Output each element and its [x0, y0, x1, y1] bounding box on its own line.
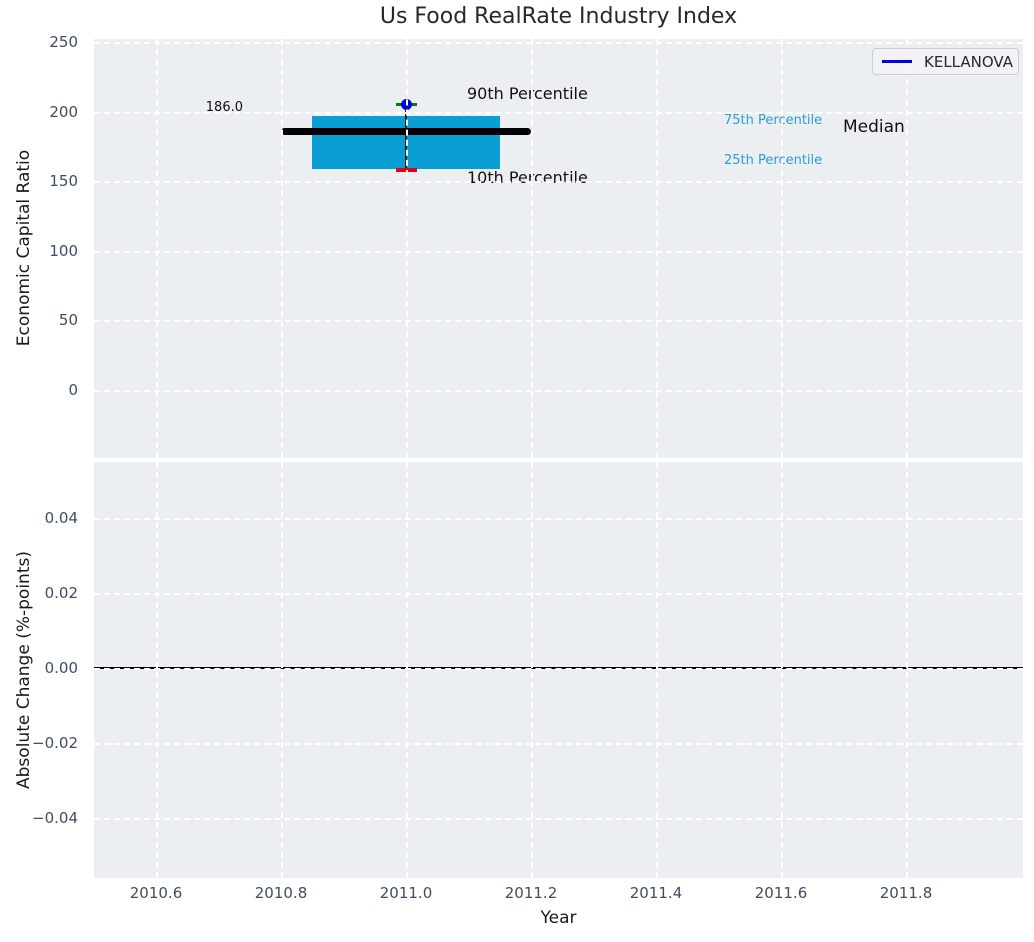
legend: KELLANOVA [872, 48, 1019, 75]
gridline [531, 39, 533, 458]
p10-label: 10th Percentile [467, 168, 588, 187]
x-tick-label: 2010.8 [254, 884, 308, 902]
gridline [781, 39, 783, 458]
gridline [281, 39, 283, 458]
gridline [94, 668, 1023, 670]
gridline [656, 462, 658, 878]
gridline [94, 743, 1023, 745]
x-tick-label: 2010.6 [129, 884, 183, 902]
gridline [94, 320, 1023, 323]
top-y-tick-label: 150 [49, 172, 78, 191]
bottom-y-tick-label: −0.04 [32, 809, 78, 827]
x-tick-label: 2011.8 [879, 884, 933, 902]
legend-line-swatch [882, 60, 912, 63]
legend-series-label: KELLANOVA [924, 52, 1013, 71]
gridline [281, 462, 283, 878]
top-y-tick-label: 250 [49, 33, 78, 51]
top-subplot: 186.0 90th Percentile 10th Percentile 75… [94, 39, 1023, 458]
p25-label: 25th Percentile [724, 153, 823, 168]
x-tick-label: 2011.2 [504, 884, 558, 902]
gridline [781, 462, 783, 878]
gridline [156, 462, 158, 878]
bottom-y-tick-label: 0.02 [44, 584, 78, 602]
median-label: Median [843, 117, 905, 137]
top-y-tick-label: 50 [58, 311, 78, 330]
gridline [94, 818, 1023, 820]
gridline [94, 250, 1023, 253]
x-tick-label: 2011.0 [379, 884, 433, 902]
gridline [94, 390, 1023, 392]
p75-label: 75th Percentile [724, 113, 823, 128]
bottom-y-tick-label: 0.00 [44, 659, 78, 677]
gridline [94, 593, 1023, 595]
top-y-tick-label: 200 [49, 102, 78, 121]
gridline [406, 39, 408, 458]
gridline [94, 181, 1023, 184]
x-axis-label: Year [540, 908, 577, 928]
p90-label: 90th Percentile [467, 84, 588, 103]
median-value-annotation: 186.0 [205, 100, 243, 115]
gridline [94, 518, 1023, 520]
x-tick-label: 2011.6 [754, 884, 808, 902]
chart-title: Us Food RealRate Industry Index [379, 4, 738, 29]
gridline [906, 39, 908, 458]
bottom-subplot [94, 462, 1023, 878]
gridline [656, 39, 658, 458]
gridline [906, 462, 908, 878]
bottom-y-tick-label: −0.02 [32, 734, 78, 752]
gridline [531, 462, 533, 878]
bottom-y-tick-label: 0.04 [44, 509, 78, 527]
gridline [156, 39, 158, 458]
x-tick-label: 2011.4 [629, 884, 683, 902]
top-y-tick-label: 100 [49, 241, 78, 260]
top-y-tick-label: 0 [68, 381, 78, 399]
gridline [94, 42, 1023, 44]
gridline [94, 111, 1023, 114]
gridline [406, 462, 408, 878]
